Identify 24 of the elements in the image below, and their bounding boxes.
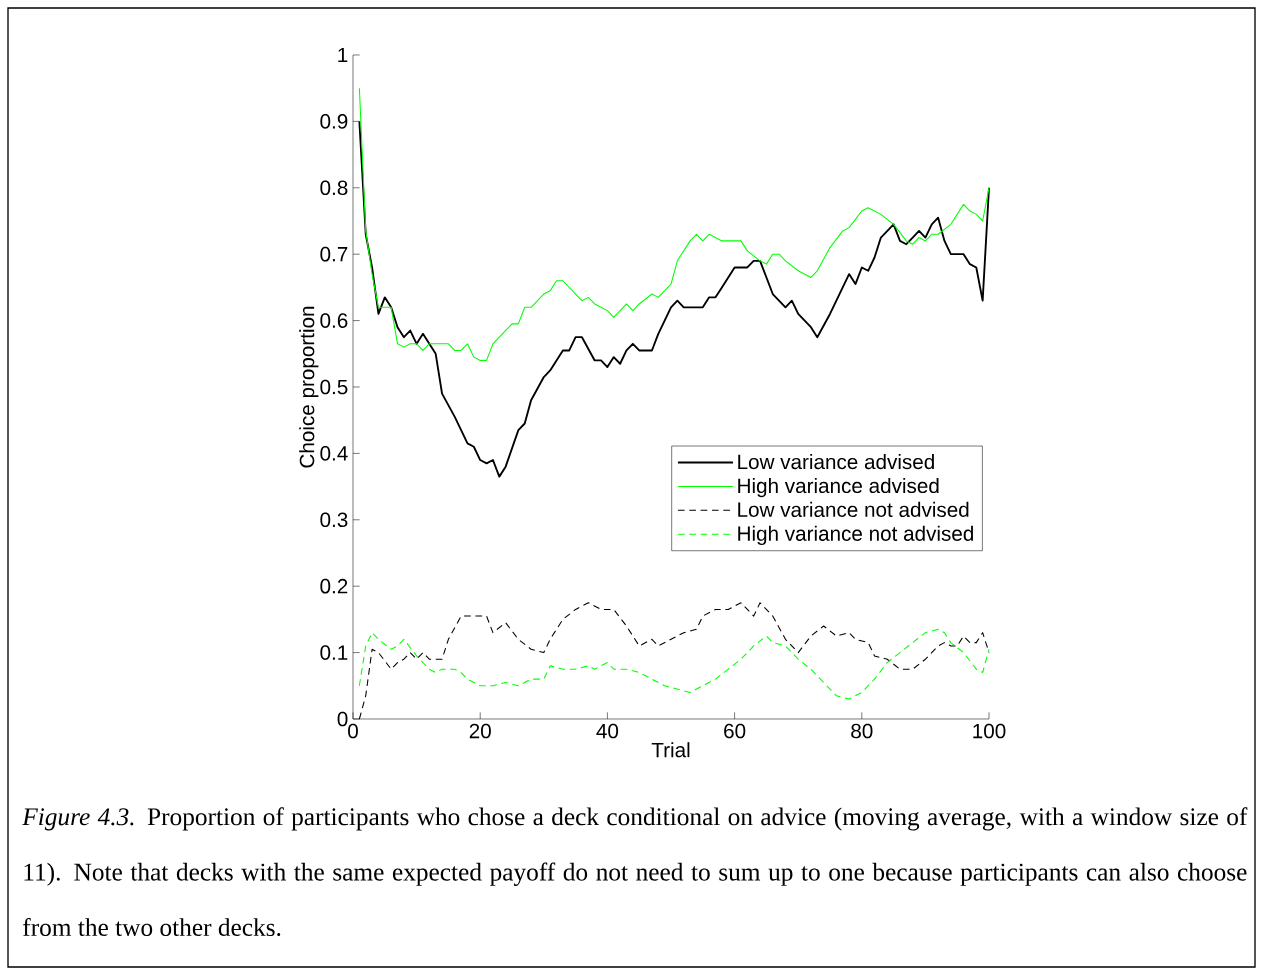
y-tick-label: 0.4 — [320, 446, 348, 461]
text: Figure 4.3. Proportion of participants who chose a deck conditional on advice (moving average, with a window size of 11). Note that decks with the same expected payoff do not need to sum up to one because participants can also choose from the two other decks. — [22, 807, 1248, 937]
x-tick-label: 80 — [851, 723, 873, 739]
legend-label: High variance not advised — [738, 525, 973, 546]
y-tick-label: 0.7 — [320, 246, 348, 262]
y-tick-label: 0 — [337, 711, 348, 727]
x-tick-label: 100 — [973, 723, 1006, 739]
legend-label: High variance advised — [738, 477, 939, 498]
y-tick-label: 0.1 — [320, 645, 348, 660]
y-tick-label: 0.9 — [320, 114, 348, 129]
x-axis-title: Trial — [651, 742, 690, 758]
legend-label: Low variance not advised — [738, 501, 969, 518]
y-axis-title: Choice proportion — [299, 306, 319, 468]
y-tick-label: 0.2 — [320, 578, 348, 594]
y-tick-label: 1 — [338, 47, 348, 63]
y-tick-label: 0.5 — [320, 379, 348, 395]
x-tick-label: 40 — [596, 723, 619, 739]
y-tick-label: 0.8 — [320, 180, 348, 196]
x-tick-label: 20 — [469, 723, 491, 739]
y-tick-label: 0.6 — [320, 313, 348, 328]
legend-label: Low variance advised — [738, 454, 934, 470]
y-tick-label: 0.3 — [320, 512, 348, 528]
x-tick-label: 0 — [348, 723, 358, 739]
x-tick-label: 60 — [724, 723, 746, 739]
